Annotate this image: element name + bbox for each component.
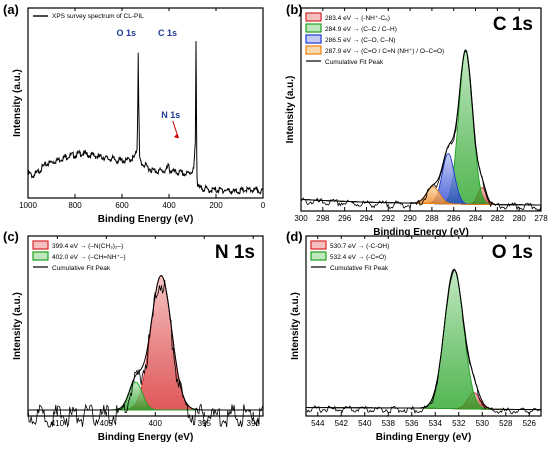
x-tick-label: 538 <box>382 419 396 428</box>
n1s-arrowhead <box>173 133 179 139</box>
plot-frame <box>305 235 542 417</box>
legend-entry: 530.7 eV → (-C-OH) <box>330 243 389 250</box>
component-peak-1 <box>28 275 263 411</box>
annotation-o1s: O 1s <box>116 28 136 38</box>
plot-frame <box>27 235 264 417</box>
x-tick-label: 280 <box>513 214 527 223</box>
legend-entry: 286.5 eV → (C–O, C–N) <box>325 37 395 44</box>
x-tick-label: 0 <box>261 201 266 210</box>
x-axis-label: Binding Energy (eV) <box>373 227 469 238</box>
y-axis-label: Intensity (a.u.) <box>290 292 301 360</box>
x-tick-label: 288 <box>425 214 439 223</box>
legend-entry: 287.9 eV → (C=O / C=N (NH⁺) / O–C=O) <box>325 48 444 55</box>
cumulative-fit-line <box>306 268 541 411</box>
x-tick-label: 200 <box>209 201 223 210</box>
x-tick-label: 532 <box>452 419 466 428</box>
x-axis-label: Binding Energy (eV) <box>98 214 194 225</box>
plot-frame <box>300 7 542 212</box>
x-tick-label: 294 <box>360 214 374 223</box>
panel-label: (b) <box>286 2 303 17</box>
panel-label: (a) <box>3 2 19 17</box>
legend-entry: 532.4 eV → (-C=O) <box>330 254 386 261</box>
x-tick-label: 530 <box>476 419 490 428</box>
y-axis-label: Intensity (a.u.) <box>12 69 23 137</box>
x-tick-label: 286 <box>447 214 461 223</box>
experimental-data-line <box>27 280 264 428</box>
x-tick-label: 536 <box>405 419 419 428</box>
legend-entry-fit: Cumulative Fit Peak <box>325 59 384 66</box>
core-level-title: O 1s <box>492 242 533 263</box>
legend-swatch <box>305 23 322 33</box>
annotation-c1s: C 1s <box>158 28 177 38</box>
y-axis-label: Intensity (a.u.) <box>285 76 296 144</box>
legend-entry-fit: Cumulative Fit Peak <box>330 265 389 272</box>
x-tick-label: 600 <box>115 201 129 210</box>
x-tick-label: 400 <box>149 419 163 428</box>
x-tick-label: 544 <box>311 419 325 428</box>
component-peak-2 <box>306 268 541 411</box>
x-tick-label: 282 <box>491 214 505 223</box>
x-tick-label: 278 <box>534 214 548 223</box>
x-tick-label: 542 <box>335 419 349 428</box>
plot-frame <box>27 7 264 199</box>
x-tick-label: 1000 <box>19 201 37 210</box>
panel-d-o1s-chart: 544 542 540 538 536 534 532 530 528 526 Binding En… <box>286 229 542 443</box>
legend-swatch <box>32 240 49 250</box>
legend-entry: 283.4 eV → (-NH⁺-C₆) <box>325 15 390 22</box>
component-peak-3 <box>301 152 541 206</box>
component-peak-2 <box>301 50 541 206</box>
x-tick-label: 390 <box>247 419 261 428</box>
x-tick-label: 298 <box>316 214 330 223</box>
annotation-n1s: N 1s <box>161 110 180 120</box>
legend-swatch <box>32 251 49 261</box>
legend-entry: 284.9 eV → (C–C / C–H) <box>325 26 397 33</box>
core-level-title: N 1s <box>215 242 255 263</box>
panel-a-survey-chart: 1000 800 600 400 200 0 Binding Energy (eV) Inte… <box>3 2 266 225</box>
x-tick-label: 296 <box>338 214 352 223</box>
legend-swatch <box>310 240 327 250</box>
x-tick-label: 534 <box>429 419 443 428</box>
cumulative-fit-line <box>28 275 263 411</box>
x-tick-label: 290 <box>403 214 417 223</box>
survey-spectrum-line <box>27 41 264 195</box>
x-tick-label: 405 <box>100 419 114 428</box>
panel-b-c1s-chart: 300 298 296 294 292 290 288 286 284 282 280 278 Bind… <box>285 2 548 238</box>
x-axis-label: Binding Energy (eV) <box>376 432 472 443</box>
legend-swatch <box>305 34 322 44</box>
x-tick-label: 540 <box>358 419 372 428</box>
legend-swatch <box>305 45 322 55</box>
x-tick-label: 410 <box>51 419 65 428</box>
cumulative-fit-line <box>301 49 541 206</box>
x-tick-label: 528 <box>499 419 513 428</box>
core-level-title: C 1s <box>493 14 533 35</box>
legend-entry-fit: Cumulative Fit Peak <box>52 265 111 272</box>
experimental-data-line <box>305 268 542 415</box>
y-axis-label: Intensity (a.u.) <box>12 292 23 360</box>
x-tick-label: 292 <box>382 214 396 223</box>
x-tick-label: 526 <box>523 419 537 428</box>
x-tick-label: 284 <box>469 214 483 223</box>
legend-swatch <box>310 251 327 261</box>
x-tick-label: 400 <box>162 201 176 210</box>
experimental-data-line <box>300 49 542 211</box>
x-tick-label: 800 <box>68 201 82 210</box>
panel-label: (d) <box>286 229 303 244</box>
legend-entry: XPS survey spectrum of CL-PIL <box>52 13 144 20</box>
x-tick-label: 300 <box>294 214 308 223</box>
legend-swatch <box>305 12 322 22</box>
legend-entry: 402.0 eV → (–CH=NH⁺–) <box>52 254 126 261</box>
x-axis-label: Binding Energy (eV) <box>98 432 194 443</box>
component-peak-4 <box>301 186 541 206</box>
legend-entry: 399.4 eV → (–N(CH₃)₂–) <box>52 243 123 250</box>
panel-label: (c) <box>3 229 19 244</box>
